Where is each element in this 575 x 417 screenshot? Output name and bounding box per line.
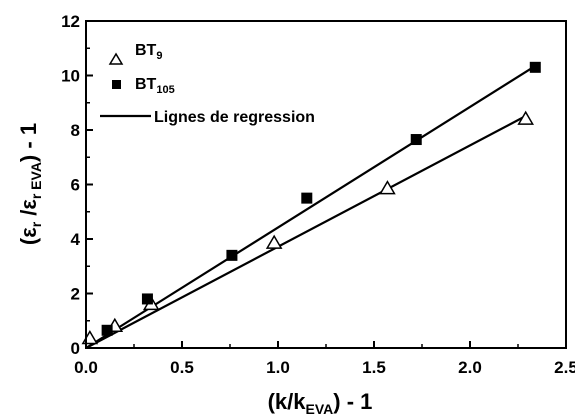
legend-item-regression: Lignes de regression — [100, 109, 315, 126]
x-tick-label: 1.0 — [266, 358, 290, 377]
legend-item-bt9: BT9 — [108, 42, 162, 65]
bt9-point — [517, 110, 534, 125]
bt9-point — [379, 180, 396, 195]
x-tick-label: 2.0 — [458, 358, 482, 377]
y-tick-label: 2 — [71, 285, 80, 304]
y-tick-label: 8 — [71, 121, 80, 140]
bt105-point — [301, 192, 313, 204]
legend-marker-triangle — [108, 52, 124, 65]
legend: BT9 BT105 Lignes de regression — [100, 42, 315, 126]
plot-frame — [85, 20, 567, 349]
legend-label-bt9: BT9 — [135, 42, 162, 62]
bt105-point — [141, 293, 153, 305]
plot-layer — [81, 61, 541, 349]
legend-label-regression: Lignes de regression — [154, 109, 315, 126]
bt105-point — [410, 134, 422, 146]
y-tick-label: 6 — [71, 176, 80, 195]
bt9-point — [265, 234, 283, 249]
x-tick-label: 0.5 — [170, 358, 194, 377]
y-tick-label: 12 — [61, 12, 80, 31]
x-axis-label: (k/kEVA) - 1 — [268, 389, 373, 417]
x-tick-label: 1.5 — [362, 358, 386, 377]
x-tick-label: 2.5 — [554, 358, 575, 377]
y-tick-label: 10 — [61, 67, 80, 86]
regression-line-1 — [85, 114, 529, 349]
bt9-point — [81, 329, 99, 345]
bt105-point — [529, 61, 541, 73]
axes-layer: 0.0 0.5 1.0 1.5 2.0 2.5 0 2 4 6 8 10 12 — [61, 12, 575, 377]
regression-line-2 — [85, 65, 536, 349]
bt105-point — [101, 324, 113, 336]
y-tick-label: 0 — [71, 339, 80, 358]
y-axis-label: (εr /εr EVA) - 1 — [16, 123, 44, 245]
x-tick-label: 0.0 — [74, 358, 98, 377]
y-tick-label: 4 — [71, 230, 81, 249]
legend-item-bt105: BT105 — [112, 76, 175, 96]
legend-label-bt105: BT105 — [135, 76, 175, 96]
bt105-point — [226, 249, 238, 261]
legend-marker-square — [112, 80, 121, 89]
